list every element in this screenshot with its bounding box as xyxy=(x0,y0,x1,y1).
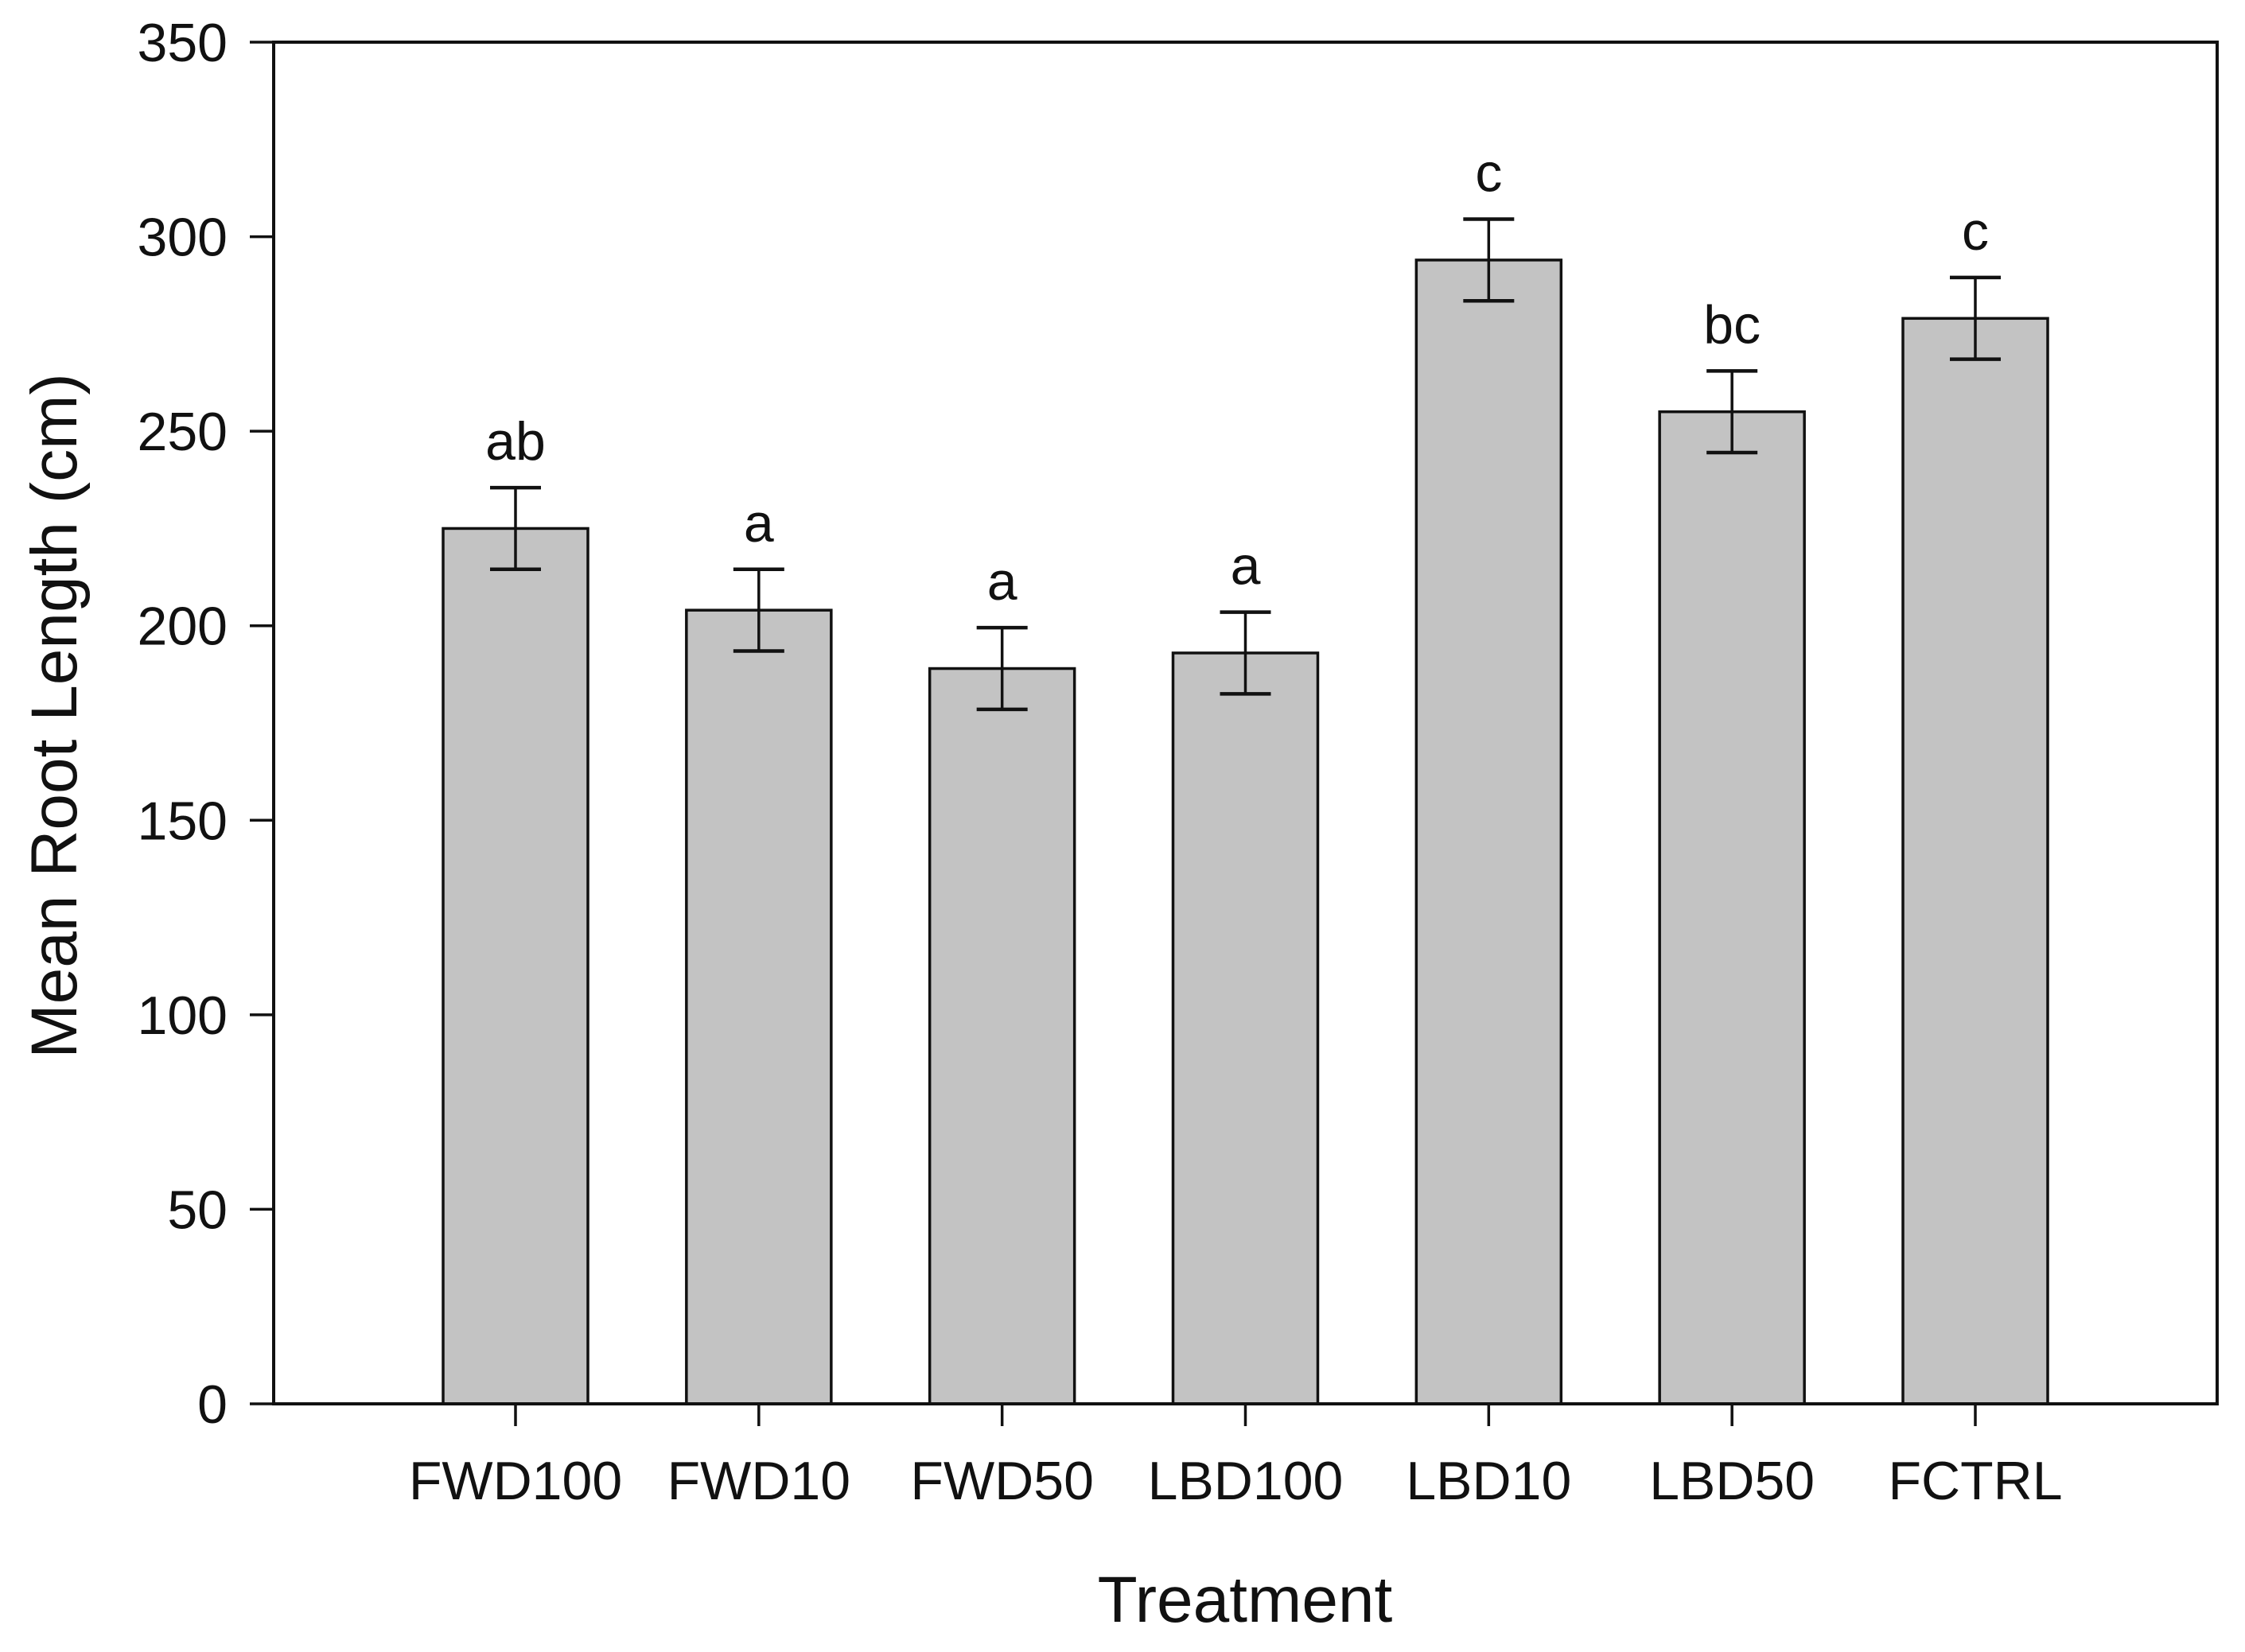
y-tick-label: 50 xyxy=(167,1180,228,1240)
bar-FWD100 xyxy=(442,527,589,1405)
x-tick-label-LBD100: LBD100 xyxy=(1148,1451,1344,1511)
sig-letter-FCTRL: c xyxy=(1962,201,1989,262)
y-axis-ticks: 0 50 100 150 200 250 300 350 xyxy=(138,13,274,1435)
y-tick-label: 0 xyxy=(197,1374,228,1435)
x-tick-label-FCTRL: FCTRL xyxy=(1888,1451,2062,1511)
error-bars-group xyxy=(490,217,2001,712)
y-tick-label: 250 xyxy=(138,402,228,462)
bar-LBD10 xyxy=(1414,258,1563,1405)
x-tick-label-FWD10: FWD10 xyxy=(667,1451,850,1511)
y-tick-label: 150 xyxy=(138,791,228,851)
y-axis-title: Mean Root Length (cm) xyxy=(18,373,91,1058)
bar-FCTRL xyxy=(1901,317,2049,1405)
sig-letter-LBD10: c xyxy=(1475,143,1502,204)
sig-letter-FWD50: a xyxy=(987,551,1017,612)
bar-LBD100 xyxy=(1171,651,1320,1405)
x-tick-label-LBD50: LBD50 xyxy=(1649,1451,1815,1511)
sig-letter-FWD10: a xyxy=(744,493,774,554)
x-tick-label-FWD100: FWD100 xyxy=(409,1451,622,1511)
y-tick-label: 100 xyxy=(138,985,228,1046)
x-tick-label-LBD10: LBD10 xyxy=(1406,1451,1571,1511)
sig-letters-group: ab a a a c bc c xyxy=(485,143,1989,612)
x-axis-title: Treatment xyxy=(1098,1564,1393,1636)
y-tick-label: 350 xyxy=(138,13,228,73)
bar-FWD10 xyxy=(685,608,833,1405)
x-tick-label-FWD50: FWD50 xyxy=(910,1451,1093,1511)
sig-letter-LBD100: a xyxy=(1231,536,1261,597)
y-tick-label: 300 xyxy=(138,208,228,268)
sig-letter-LBD50: bc xyxy=(1703,294,1761,355)
x-axis-ticks: FWD100 FWD10 FWD50 LBD100 LBD10 LBD50 FCTRL xyxy=(409,1404,2063,1511)
bars-group xyxy=(442,258,2049,1405)
y-tick-label: 200 xyxy=(138,597,228,657)
bar-FWD50 xyxy=(928,667,1076,1405)
sig-letter-FWD100: ab xyxy=(485,411,546,472)
bar-LBD50 xyxy=(1658,410,1806,1405)
